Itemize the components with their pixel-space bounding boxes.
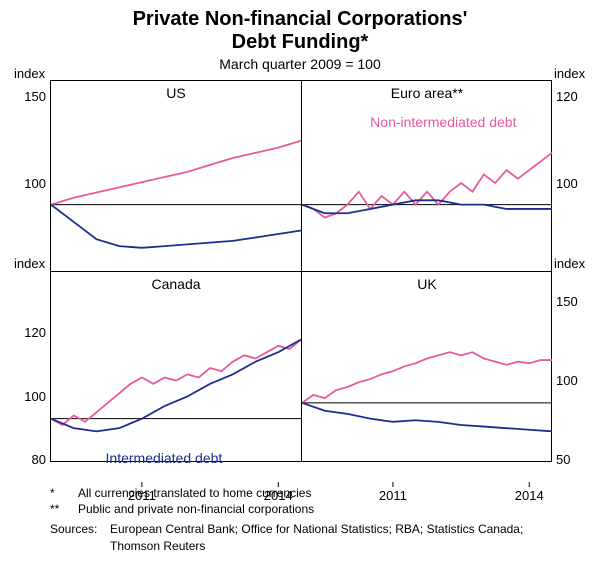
panel-svg-us	[51, 101, 301, 291]
y-tick-label: 100	[12, 176, 46, 191]
series-non_intermediated	[51, 340, 301, 426]
panel-svg-canada: Intermediated debt20112014	[51, 292, 301, 482]
series-intermediated	[51, 205, 301, 248]
title-line1: Private Non-financial Corporations'	[133, 8, 468, 30]
plot-area: US Euro area** Non-intermediated debt Ca…	[50, 80, 552, 462]
panel-svg-uk: 20112014	[302, 292, 552, 482]
y-tick-label: 150	[12, 89, 46, 104]
y-tick-label: 100	[556, 176, 578, 191]
panel-us: US	[51, 81, 301, 271]
series-label: Non-intermediated debt	[370, 114, 516, 130]
panel-title-uk: UK	[302, 276, 552, 292]
series-intermediated	[302, 403, 552, 431]
panel-title-euro: Euro area**	[302, 85, 552, 101]
chart-title: Private Non-financial Corporations' Debt…	[0, 0, 600, 54]
y-axis-label-mr: index	[554, 256, 585, 271]
panel-title-canada: Canada	[51, 276, 301, 292]
y-tick-label: 120	[12, 325, 46, 340]
sources-text: European Central Bank; Office for Nation…	[110, 521, 570, 553]
footnote-1-text: All currencies translated to home curren…	[78, 485, 570, 501]
sources: Sources: European Central Bank; Office f…	[50, 521, 570, 553]
y-axis-label-ml: index	[14, 256, 45, 271]
panel-svg-euro: Non-intermediated debt	[302, 101, 552, 291]
y-tick-label: 120	[556, 89, 578, 104]
y-tick-label: 100	[556, 373, 578, 388]
panel-canada: Canada Intermediated debt20112014	[51, 271, 301, 462]
sources-label: Sources:	[50, 521, 110, 553]
footnote-1-mark: *	[50, 485, 78, 501]
footnote-2: ** Public and private non-financial corp…	[50, 501, 570, 517]
y-axis-label-tl: index	[14, 66, 45, 81]
chart-subtitle: March quarter 2009 = 100	[0, 56, 600, 72]
panel-uk: UK 20112014	[301, 271, 552, 462]
panel-title-us: US	[51, 85, 301, 101]
y-tick-label: 50	[556, 452, 570, 467]
footnote-2-text: Public and private non-financial corpora…	[78, 501, 570, 517]
series-non_intermediated	[302, 352, 552, 403]
y-tick-label: 100	[12, 389, 46, 404]
footnotes: * All currencies translated to home curr…	[50, 485, 570, 554]
y-tick-label: 150	[556, 294, 578, 309]
series-non_intermediated	[51, 141, 301, 205]
title-line2: Debt Funding*	[232, 31, 369, 53]
panel-euro: Euro area** Non-intermediated debt	[301, 81, 552, 271]
footnote-1: * All currencies translated to home curr…	[50, 485, 570, 501]
y-axis-label-tr: index	[554, 66, 585, 81]
series-label: Intermediated debt	[106, 450, 223, 466]
footnote-2-mark: **	[50, 501, 78, 517]
chart-container: Private Non-financial Corporations' Debt…	[0, 0, 600, 577]
series-non_intermediated	[302, 153, 552, 218]
y-tick-label: 80	[12, 452, 46, 467]
